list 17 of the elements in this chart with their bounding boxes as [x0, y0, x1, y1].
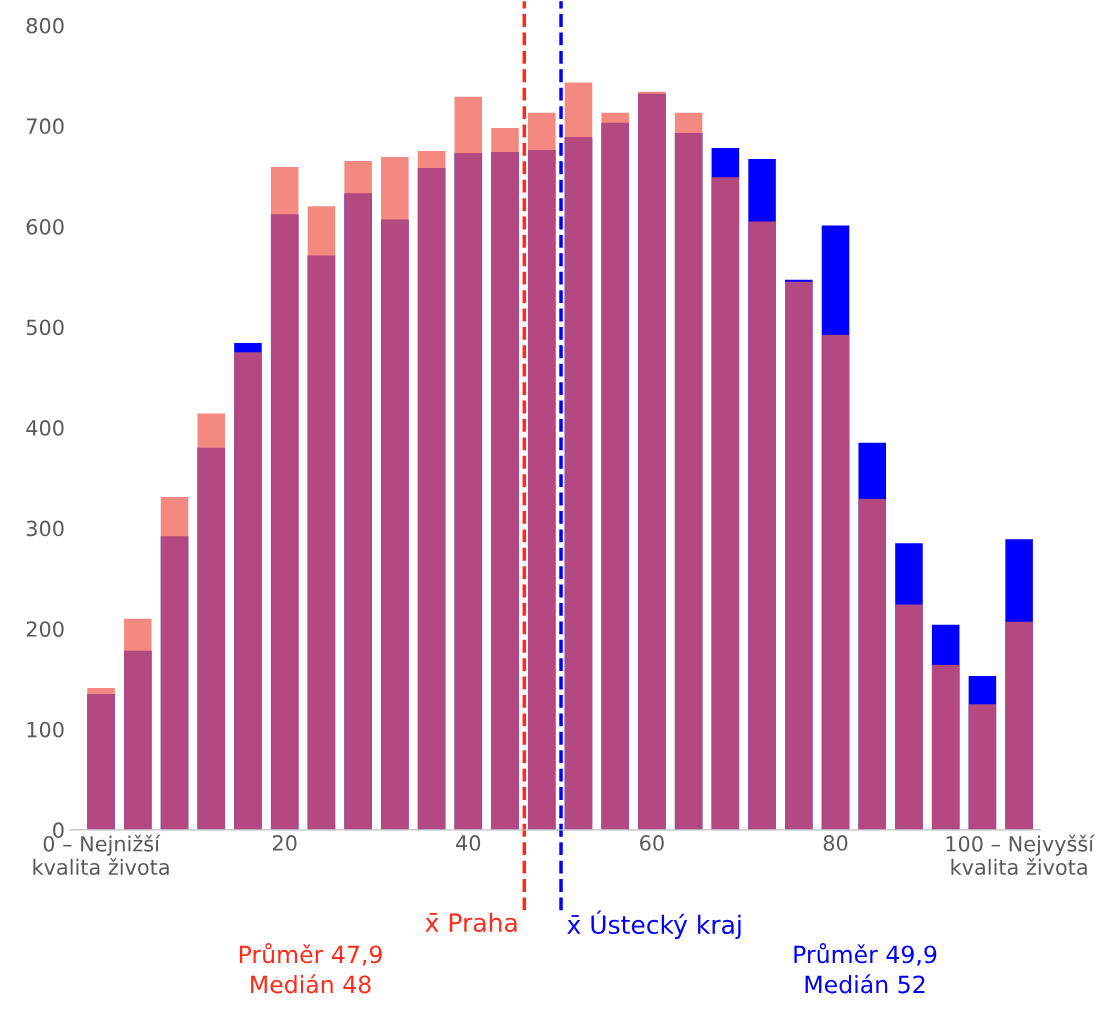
- y-tick-label: 300: [26, 520, 64, 537]
- text: Průměr 47,9 Medián 48: [239, 943, 382, 994]
- text: Průměr 49,9 Medián 52: [794, 943, 937, 994]
- y-tick-label: 400: [26, 420, 64, 436]
- ref-line-label: x̄ Praha: [425, 912, 517, 933]
- y-tick-label: 700: [26, 118, 64, 135]
- x-tick-label: 60: [640, 835, 664, 851]
- y-tick-label: 800: [26, 17, 64, 34]
- x-tick-label: 100 – Nejvyšší kvalita života: [946, 834, 1095, 875]
- y-tick-label: 500: [26, 319, 64, 336]
- x-tick-label: 20: [272, 835, 297, 851]
- y-tick-label: 600: [26, 218, 64, 235]
- x-tick-label: 40: [456, 835, 481, 851]
- ref-line-label: x̄ Ústecký kraj: [567, 910, 741, 939]
- x-tick-label: 80: [823, 835, 848, 851]
- y-tick-label: 200: [26, 621, 64, 637]
- y-tick-label: 100: [27, 721, 64, 738]
